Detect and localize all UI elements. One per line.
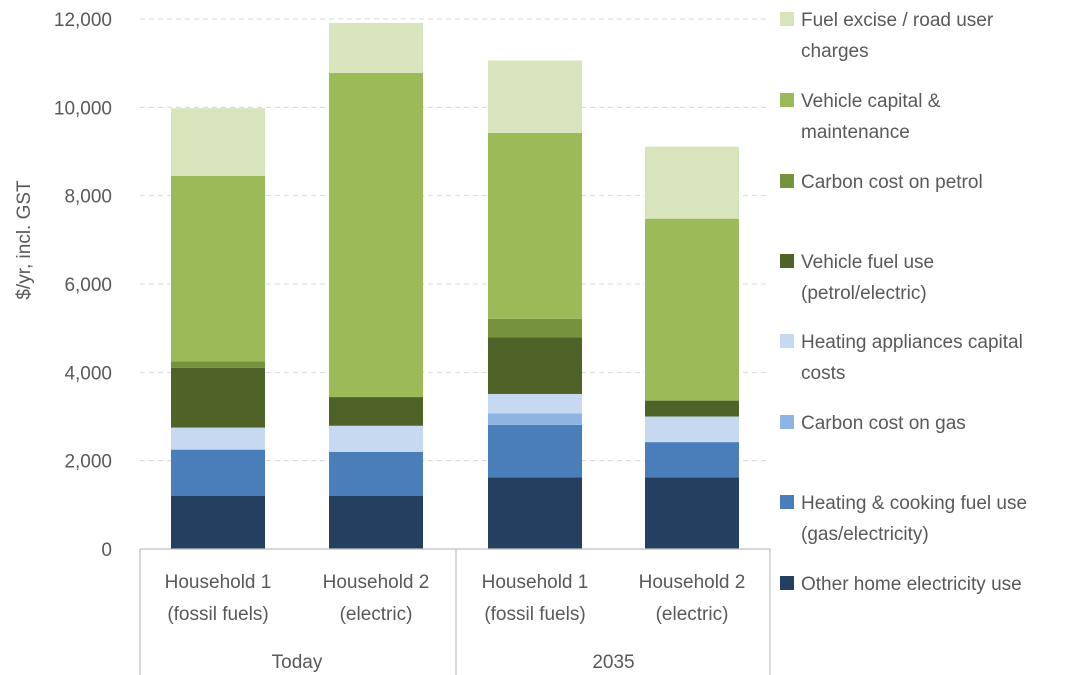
bar-segment — [645, 442, 739, 478]
legend-label: Vehicle capital & — [801, 91, 941, 112]
x-category-label: Household 1 — [165, 572, 272, 593]
legend-swatch — [780, 415, 794, 429]
legend-label: (gas/electricity) — [801, 524, 929, 545]
bar-segment — [329, 451, 423, 496]
y-tick-label: 0 — [101, 540, 112, 561]
bar-segment — [171, 175, 265, 362]
bar-segment — [488, 424, 582, 478]
legend-label: Other home electricity use — [801, 574, 1022, 595]
bar-segment — [171, 496, 265, 549]
y-axis-label: $/yr, incl. GST — [14, 180, 35, 300]
bar-segment — [329, 397, 423, 426]
bar-segment — [488, 60, 582, 133]
bar-segment — [488, 132, 582, 319]
bar-segment — [488, 477, 582, 549]
y-tick-label: 4,000 — [64, 363, 112, 384]
bar-segment — [488, 393, 582, 414]
bar-segment — [171, 427, 265, 450]
legend-swatch — [780, 334, 794, 348]
legend-label: Carbon cost on petrol — [801, 172, 983, 193]
bar-segment — [645, 400, 739, 417]
legend-label: costs — [801, 363, 845, 384]
legend-swatch — [780, 576, 794, 590]
axes: 0 2,000 4,000 6,000 8,000 10,000 12,000 Househo… — [54, 10, 771, 675]
legend: Fuel excise / road user charges Vehicle ca… — [780, 10, 1027, 595]
y-tick-label: 8,000 — [64, 187, 112, 208]
x-category-label: Household 2 — [639, 572, 746, 593]
legend-label: Heating & cooking fuel use — [801, 493, 1027, 514]
x-group-label: Today — [272, 652, 323, 673]
bar-segment — [329, 496, 423, 549]
legend-label: Vehicle fuel use — [801, 252, 934, 273]
legend-label: (petrol/electric) — [801, 283, 927, 304]
bar-segment — [645, 416, 739, 443]
bar-segment — [488, 337, 582, 394]
legend-swatch — [780, 254, 794, 268]
x-group-label: 2035 — [592, 652, 634, 673]
legend-label: Heating appliances capital — [801, 332, 1023, 353]
bar-segment — [488, 318, 582, 338]
bar-segment — [171, 367, 265, 428]
x-category-label: (electric) — [656, 604, 729, 625]
y-tick-label: 6,000 — [64, 275, 112, 296]
legend-label: charges — [801, 41, 869, 62]
y-tick-label: 10,000 — [54, 98, 112, 119]
bar-segment — [645, 477, 739, 549]
x-category-label: (fossil fuels) — [167, 604, 268, 625]
bar-segment — [171, 449, 265, 496]
bar-segment — [645, 218, 739, 401]
y-tick-label: 2,000 — [64, 452, 112, 473]
legend-label: Carbon cost on gas — [801, 413, 966, 434]
x-category-label: Household 2 — [323, 572, 430, 593]
legend-swatch — [780, 174, 794, 188]
bar-segment — [171, 361, 265, 368]
bar-segment — [488, 413, 582, 425]
y-tick-label: 12,000 — [54, 10, 112, 31]
bars — [171, 22, 739, 549]
bar-segment — [329, 22, 423, 73]
x-category-label: (fossil fuels) — [484, 604, 585, 625]
x-category-label: Household 1 — [482, 572, 589, 593]
bar-segment — [171, 108, 265, 176]
bar-segment — [645, 146, 739, 219]
legend-label: Fuel excise / road user — [801, 10, 994, 31]
bar-segment — [329, 425, 423, 452]
legend-swatch — [780, 495, 794, 509]
x-category-label: (electric) — [340, 604, 413, 625]
legend-swatch — [780, 12, 794, 26]
bar-segment — [329, 72, 423, 398]
legend-label: maintenance — [801, 122, 910, 143]
legend-swatch — [780, 93, 794, 107]
